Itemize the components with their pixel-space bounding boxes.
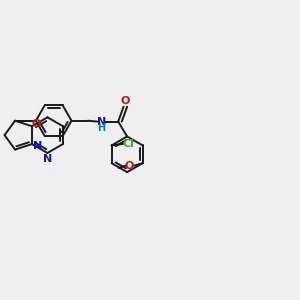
Text: Cl: Cl bbox=[122, 139, 134, 149]
Text: O: O bbox=[120, 96, 129, 106]
Text: N: N bbox=[97, 117, 106, 127]
Text: O: O bbox=[31, 119, 40, 129]
Text: N: N bbox=[33, 140, 42, 151]
Text: N: N bbox=[43, 154, 52, 164]
Text: H: H bbox=[97, 122, 105, 133]
Text: O: O bbox=[124, 160, 134, 171]
